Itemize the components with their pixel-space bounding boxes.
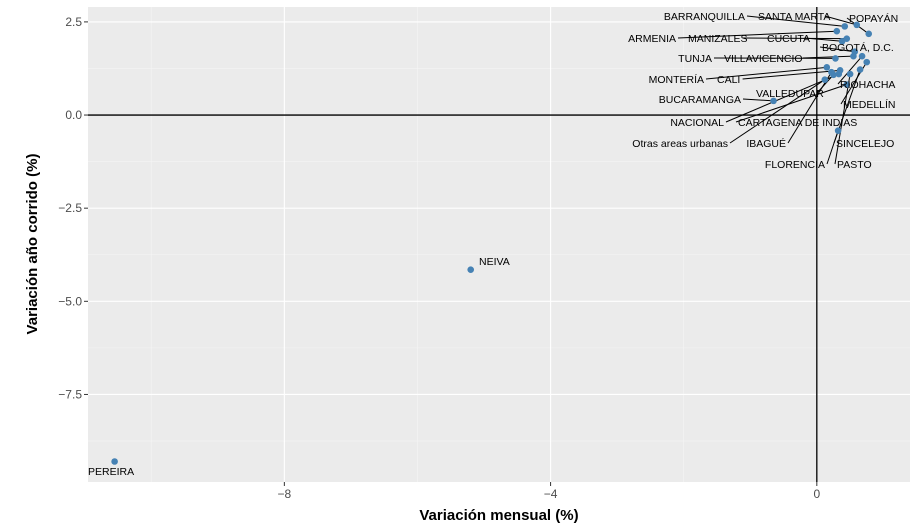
- leader-line: [677, 30, 837, 39]
- leader-line: [725, 73, 839, 123]
- data-point: [846, 70, 854, 78]
- point-label: MEDELLÍN: [843, 98, 896, 111]
- leader-line: [837, 55, 863, 85]
- y-axis-ticks: 2.5 0.0 −2.5 −5.0 −7.5: [58, 15, 88, 401]
- point-label: FLORENCIA: [765, 159, 825, 171]
- point-label: CALI: [717, 74, 740, 86]
- x-tick-label: 0: [813, 487, 820, 501]
- point-label: CÚCUTA: [767, 32, 810, 45]
- y-tick-label: −5.0: [58, 294, 82, 308]
- leader-line: [787, 71, 832, 144]
- data-point: [856, 66, 864, 73]
- point-label: BOGOTÁ, D.C.: [822, 41, 894, 54]
- y-tick-label: 0.0: [65, 108, 82, 122]
- point-label: VALLEDUPAR: [756, 88, 824, 100]
- point-label: MONTERÍA: [649, 73, 704, 86]
- data-point: [821, 76, 829, 83]
- leader-line: [804, 37, 843, 42]
- data-point: [832, 55, 839, 62]
- point-label: IBAGUÉ: [746, 137, 786, 150]
- point-label: SINCELEJO: [836, 138, 894, 150]
- point-label: PEREIRA: [88, 466, 134, 478]
- leader-line: [824, 15, 857, 26]
- data-point: [838, 37, 846, 45]
- leader-line: [826, 130, 839, 165]
- data-point: [863, 58, 871, 66]
- x-tick-label: −8: [278, 487, 292, 501]
- data-point: [467, 266, 475, 273]
- x-axis-ticks: −8 −4 0: [278, 482, 820, 501]
- leader-line: [819, 46, 855, 53]
- data-point: [865, 30, 873, 38]
- point-label: SANTA MARTA: [758, 11, 830, 23]
- point-label: RIOHACHA: [840, 79, 895, 91]
- point-label: PASTO: [837, 159, 872, 171]
- point-label: ARMENIA: [628, 33, 676, 45]
- data-point: [841, 23, 849, 30]
- point-label: Otras areas urbanas: [632, 138, 728, 150]
- leader-line: [742, 98, 774, 102]
- point-label: NEIVA: [479, 256, 510, 268]
- point-label: MANIZALES: [688, 33, 748, 45]
- point-labels: BARRANQUILLA SANTA MARTA POPAYÁN ARMENIA MAN…: [88, 11, 898, 478]
- point-label: BARRANQUILLA: [664, 11, 745, 23]
- y-tick-label: −7.5: [58, 387, 82, 401]
- point-label: POPAYÁN: [849, 12, 898, 25]
- leader-line: [743, 37, 847, 40]
- leader-line: [742, 69, 841, 80]
- reference-lines: [88, 7, 910, 482]
- data-point: [833, 27, 841, 35]
- grid-minor: [88, 7, 910, 482]
- leader-line: [735, 84, 847, 123]
- data-point: [850, 52, 857, 60]
- x-tick-label: −4: [544, 487, 558, 501]
- x-axis-title: Variación mensual (%): [419, 507, 578, 524]
- leader-line: [802, 55, 854, 59]
- data-point: [823, 64, 831, 71]
- data-point: [843, 81, 851, 88]
- point-label: CARTAGENA DE INDIAS: [738, 117, 857, 129]
- data-point: [828, 68, 835, 76]
- data-point: [111, 458, 118, 465]
- leader-line: [705, 66, 827, 80]
- data-point: [770, 97, 777, 105]
- data-points: [111, 21, 873, 465]
- leader-line: [729, 79, 826, 144]
- point-label: NACIONAL: [670, 117, 724, 129]
- data-point: [834, 127, 842, 134]
- data-point: [835, 70, 843, 78]
- data-point: [853, 21, 861, 29]
- point-label: VILLAVICENCIO: [724, 53, 803, 65]
- y-tick-label: 2.5: [65, 15, 82, 29]
- leader-line: [746, 15, 845, 27]
- leader-line: [834, 73, 851, 165]
- point-label: TUNJA: [678, 53, 712, 65]
- point-label: BUCARAMANGA: [659, 94, 741, 106]
- y-tick-label: −2.5: [58, 201, 82, 215]
- plot-panel: [88, 7, 910, 482]
- data-point: [858, 52, 866, 60]
- y-axis-title: Variación año corrido (%): [24, 154, 41, 335]
